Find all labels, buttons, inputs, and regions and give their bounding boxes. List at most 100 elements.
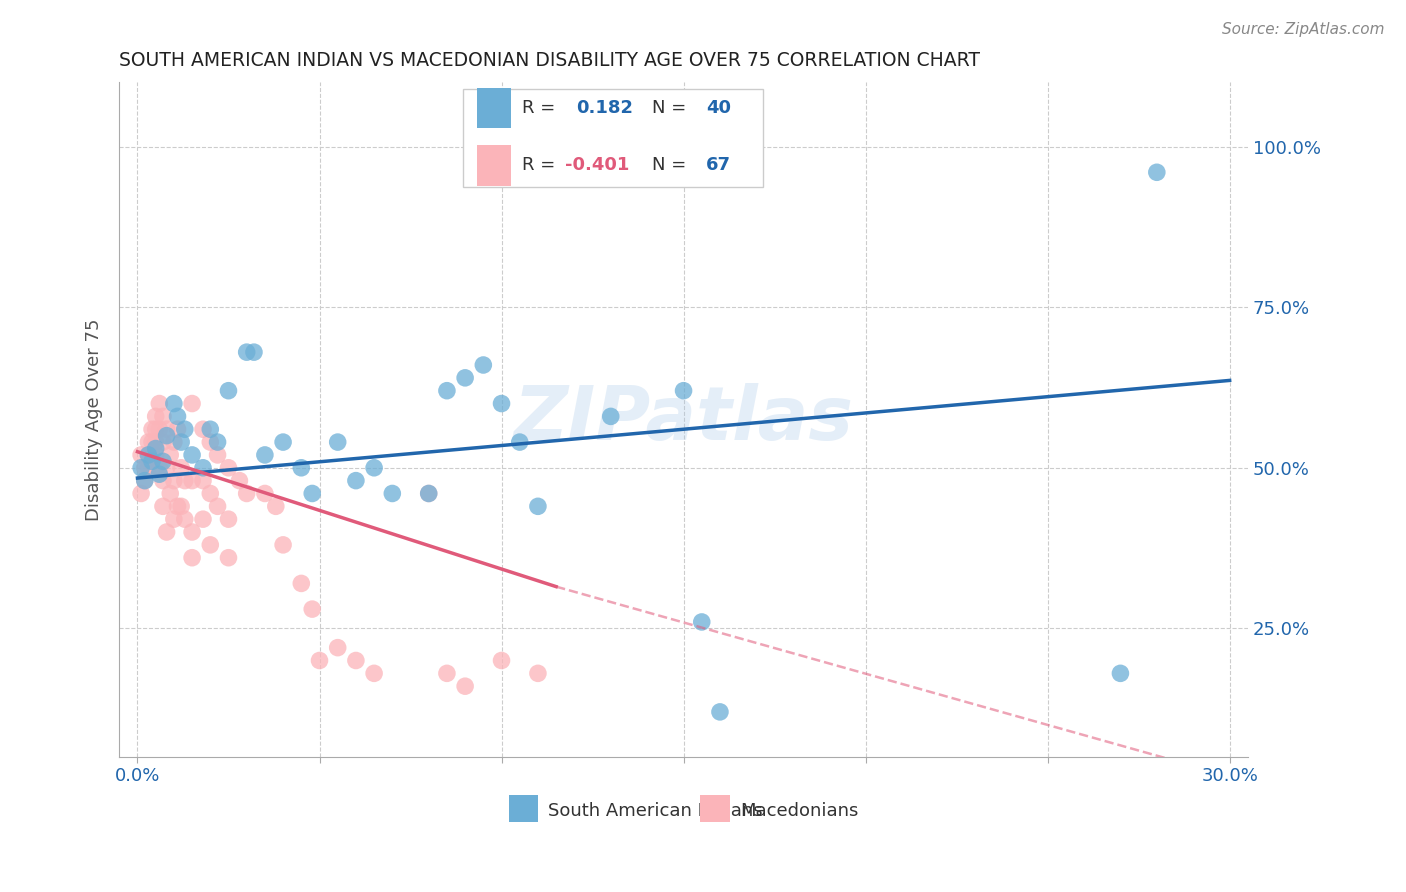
Point xyxy=(207,500,229,514)
Point xyxy=(191,512,214,526)
Point xyxy=(243,345,266,359)
Point xyxy=(200,422,222,436)
Point xyxy=(308,653,330,667)
Text: 40: 40 xyxy=(706,99,731,117)
Point xyxy=(235,345,257,359)
Point xyxy=(166,409,188,424)
Point xyxy=(141,422,163,436)
Point xyxy=(344,653,367,667)
Point xyxy=(253,486,276,500)
Point xyxy=(145,422,167,436)
Point xyxy=(264,500,287,514)
Point xyxy=(134,474,156,488)
Point xyxy=(363,460,385,475)
Point xyxy=(1109,666,1132,681)
Point xyxy=(173,422,195,436)
Point xyxy=(191,474,214,488)
Point xyxy=(138,448,160,462)
Y-axis label: Disability Age Over 75: Disability Age Over 75 xyxy=(86,318,103,521)
Point xyxy=(170,460,193,475)
Point xyxy=(326,435,349,450)
Text: South American Indians: South American Indians xyxy=(548,802,762,820)
Point xyxy=(155,422,177,436)
Point xyxy=(173,512,195,526)
Point xyxy=(344,474,367,488)
Point xyxy=(129,460,152,475)
Text: R =: R = xyxy=(522,99,555,117)
Point xyxy=(166,500,188,514)
Point xyxy=(200,538,222,552)
Point xyxy=(418,486,440,500)
Point xyxy=(141,435,163,450)
Point xyxy=(148,422,170,436)
Point xyxy=(145,448,167,462)
Point xyxy=(363,666,385,681)
FancyBboxPatch shape xyxy=(700,796,730,822)
Point xyxy=(155,524,177,539)
Point xyxy=(509,435,531,450)
FancyBboxPatch shape xyxy=(509,796,538,822)
Point xyxy=(381,486,404,500)
Point xyxy=(191,460,214,475)
Point xyxy=(138,448,160,462)
Point xyxy=(253,448,276,462)
Point xyxy=(181,524,204,539)
Point xyxy=(301,602,323,616)
Point xyxy=(173,474,195,488)
Point xyxy=(454,679,477,693)
Text: -0.401: -0.401 xyxy=(565,156,630,174)
Point xyxy=(181,448,204,462)
Point xyxy=(290,576,312,591)
Point xyxy=(709,705,731,719)
Point xyxy=(138,460,160,475)
Point xyxy=(141,448,163,462)
Text: R =: R = xyxy=(522,156,555,174)
Point xyxy=(138,435,160,450)
Point xyxy=(152,500,174,514)
Point xyxy=(141,454,163,468)
Point xyxy=(271,435,294,450)
Point xyxy=(690,615,713,629)
Point xyxy=(436,666,458,681)
Point xyxy=(418,486,440,500)
FancyBboxPatch shape xyxy=(477,87,510,128)
Point xyxy=(152,409,174,424)
Point xyxy=(152,435,174,450)
Point xyxy=(155,428,177,442)
Point xyxy=(145,409,167,424)
Point xyxy=(129,486,152,500)
Point xyxy=(148,460,170,475)
Point xyxy=(200,435,222,450)
Point xyxy=(218,550,240,565)
Point xyxy=(129,448,152,462)
Point xyxy=(436,384,458,398)
Point xyxy=(155,460,177,475)
Point xyxy=(218,512,240,526)
Point xyxy=(527,500,550,514)
FancyBboxPatch shape xyxy=(464,89,762,187)
Point xyxy=(152,474,174,488)
Point xyxy=(527,666,550,681)
Text: N =: N = xyxy=(652,99,686,117)
Text: ZIPatlas: ZIPatlas xyxy=(513,383,853,456)
Point xyxy=(271,538,294,552)
Point xyxy=(218,384,240,398)
Text: 0.182: 0.182 xyxy=(576,99,633,117)
Point xyxy=(207,448,229,462)
Point xyxy=(170,435,193,450)
Point xyxy=(163,474,186,488)
Text: 67: 67 xyxy=(706,156,731,174)
Point xyxy=(326,640,349,655)
Point xyxy=(207,435,229,450)
Point xyxy=(228,474,250,488)
Point xyxy=(148,467,170,482)
Point xyxy=(163,512,186,526)
Text: SOUTH AMERICAN INDIAN VS MACEDONIAN DISABILITY AGE OVER 75 CORRELATION CHART: SOUTH AMERICAN INDIAN VS MACEDONIAN DISA… xyxy=(120,51,980,70)
Point xyxy=(191,422,214,436)
Point xyxy=(235,486,257,500)
Point xyxy=(218,460,240,475)
Point xyxy=(163,396,186,410)
Point xyxy=(148,396,170,410)
Point xyxy=(290,460,312,475)
Point xyxy=(181,396,204,410)
